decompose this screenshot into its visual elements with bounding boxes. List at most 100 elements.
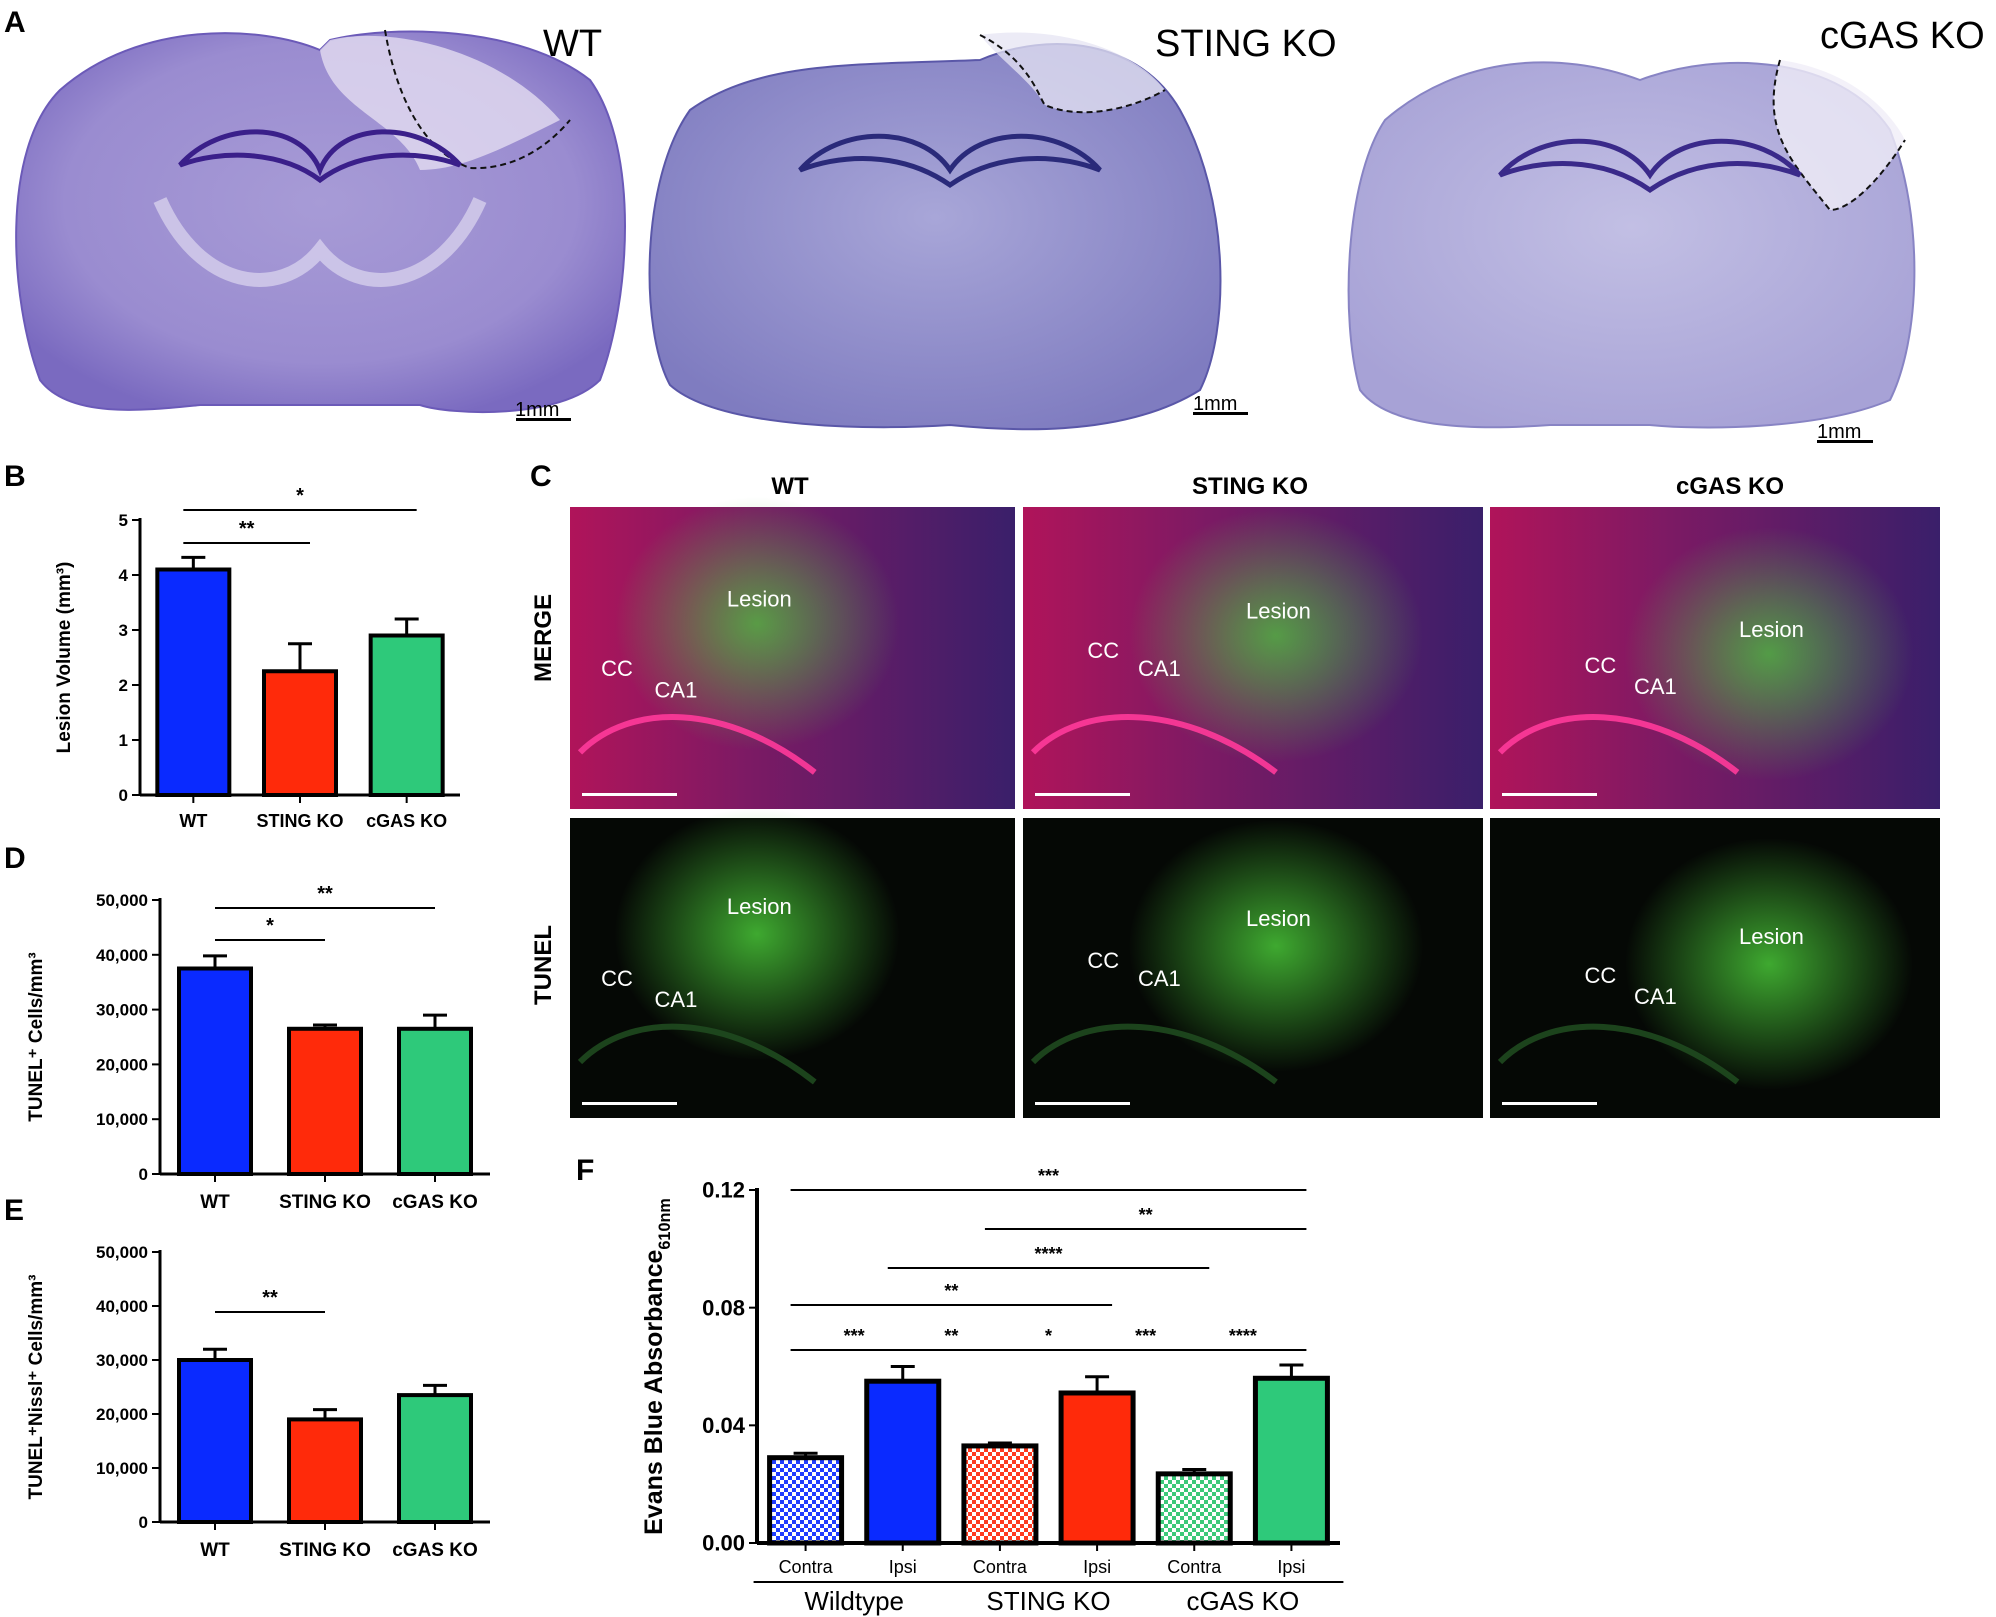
micrograph-hippocampus — [1497, 714, 1740, 775]
significance-label: * — [1045, 1326, 1052, 1346]
y-tick-label: 4 — [119, 566, 129, 585]
y-axis-label: TUNEL⁺Nissl⁺ Cells/mm³ — [26, 1275, 47, 1500]
micrograph-merge-sting: CC CA1 Lesion — [1023, 507, 1483, 809]
micrograph-merge-cgas: CC CA1 Lesion — [1490, 507, 1940, 809]
x-category-label: STING KO — [279, 1540, 371, 1561]
bar-1 — [287, 1026, 363, 1177]
brain-section-wt: 1mm WT — [15, 23, 626, 421]
micrograph-tunel-wt: CC CA1 Lesion — [570, 808, 1015, 1118]
panel-letter-a: A — [4, 6, 26, 39]
x-category-label: STING KO — [256, 811, 343, 831]
y-tick-label: 50,000 — [96, 1243, 148, 1262]
significance-label: *** — [1038, 1166, 1059, 1186]
micrograph-label-ca1: CA1 — [1634, 984, 1677, 1009]
scale-label-sting: 1mm — [1193, 393, 1237, 415]
micrograph-label-ca1: CA1 — [1138, 966, 1181, 991]
x-category-label: cGAS KO — [366, 811, 447, 831]
micrograph-scale-bar — [1035, 793, 1130, 796]
y-tick-label: 10,000 — [96, 1110, 148, 1129]
brain-section-cgas: 1mm cGAS KO — [1347, 15, 1985, 443]
bar-0 — [177, 966, 253, 1176]
micrograph-label-cc: CC — [601, 656, 633, 681]
x-category-label: STING KO — [279, 1192, 371, 1213]
y-tick-label: 0.00 — [702, 1531, 745, 1556]
y-tick-label: 1 — [119, 731, 128, 750]
micrograph-label-ca1: CA1 — [1634, 674, 1677, 699]
micrograph-row-tunel: TUNEL — [530, 925, 557, 1005]
y-tick-label: 20,000 — [96, 1055, 148, 1074]
significance-label: ** — [239, 518, 255, 540]
micrograph-lesion-signal — [1128, 820, 1424, 1072]
significance-label: **** — [1034, 1244, 1062, 1264]
scale-label-wt: 1mm — [515, 399, 559, 421]
micrograph-hippocampus — [577, 714, 817, 775]
micrograph-col-cgas: cGAS KO — [1676, 473, 1784, 500]
bar-1 — [864, 1378, 942, 1546]
y-axis-label-subscript: 610nm — [656, 1198, 674, 1250]
panel-letter-b: B — [4, 460, 26, 493]
significance-label: ** — [1139, 1205, 1153, 1225]
micrograph-tunel-sting: CC CA1 Lesion — [1023, 818, 1483, 1118]
micrograph-row-merge: MERGE — [530, 594, 557, 682]
y-tick-label: 0.12 — [702, 1178, 745, 1203]
bar-2 — [368, 633, 445, 797]
brain-title-wt: WT — [543, 23, 602, 65]
micrograph-hippocampus — [577, 1023, 817, 1085]
panel-letter-c: C — [530, 460, 552, 493]
micrograph-label-lesion: Lesion — [1739, 924, 1804, 949]
y-tick-label: 0 — [119, 786, 128, 805]
x-category-label: WT — [200, 1192, 230, 1213]
x-category-label: WT — [179, 811, 207, 831]
micrograph-grid: CC CA1 Lesion CC CA1 Lesion CC CA1 Lesion CC CA1 Le… — [570, 496, 1940, 1118]
micrograph-hippocampus — [1497, 1023, 1740, 1085]
panel-letter-f: F — [576, 1154, 594, 1187]
x-category-label: Ipsi — [1083, 1557, 1111, 1577]
y-axis-label: TUNEL⁺ Cells/mm³ — [26, 952, 47, 1121]
x-category-label: cGAS KO — [392, 1540, 478, 1561]
micrograph-label-lesion: Lesion — [1739, 617, 1804, 642]
group-label: Wildtype — [804, 1586, 904, 1616]
significance-label: *** — [1135, 1326, 1156, 1346]
x-category-label: Contra — [779, 1557, 834, 1577]
panel-letter-e: E — [4, 1194, 24, 1227]
bar-1 — [287, 1417, 363, 1525]
significance-label: ** — [317, 883, 333, 905]
x-category-label: cGAS KO — [392, 1192, 478, 1213]
micrograph-scale-bar — [582, 793, 677, 796]
micrograph-hippocampus — [1030, 1023, 1278, 1085]
group-label: cGAS KO — [1186, 1586, 1299, 1616]
bar-2 — [397, 1393, 473, 1524]
micrograph-label-cc: CC — [601, 966, 633, 991]
micrograph-lesion-signal — [614, 808, 900, 1060]
chart-evans-blue: 0.00 0.04 0.08 0.12 Contra Ipsi Contra Ipsi Cont… — [640, 1166, 1344, 1616]
micrograph-lesion-signal — [1128, 508, 1424, 763]
y-tick-label: 0.08 — [702, 1295, 745, 1320]
bar-0 — [767, 1455, 845, 1546]
bar-2 — [961, 1443, 1039, 1546]
significance-label: ** — [944, 1326, 958, 1346]
micrograph-label-cc: CC — [1087, 638, 1119, 663]
micrograph-col-sting: STING KO — [1192, 473, 1308, 500]
micrograph-lesion-signal — [1625, 527, 1913, 781]
significance-label: ** — [944, 1281, 958, 1301]
y-tick-label: 30,000 — [96, 1001, 148, 1020]
micrograph-label-lesion: Lesion — [727, 894, 792, 919]
y-tick-label: 5 — [119, 511, 128, 530]
bar-2 — [397, 1026, 473, 1177]
micrograph-col-wt: WT — [771, 473, 809, 500]
chart-tunel-nissl-cells: 0 10,000 20,000 30,000 40,000 50,000 WT STING K… — [26, 1243, 490, 1561]
chart-tunel-cells: 0 10,000 20,000 30,000 40,000 50,000 WT STING K… — [26, 883, 490, 1213]
bar-0 — [177, 1358, 253, 1524]
y-axis-label: Lesion Volume (mm³) — [54, 562, 75, 754]
y-tick-label: 30,000 — [96, 1351, 148, 1370]
bar-5 — [1252, 1375, 1330, 1546]
y-tick-label: 40,000 — [96, 946, 148, 965]
micrograph-label-ca1: CA1 — [1138, 656, 1181, 681]
significance-label: *** — [844, 1326, 865, 1346]
panel-letter-d: D — [4, 842, 26, 875]
x-category-label: Contra — [1167, 1557, 1222, 1577]
y-tick-label: 20,000 — [96, 1405, 148, 1424]
